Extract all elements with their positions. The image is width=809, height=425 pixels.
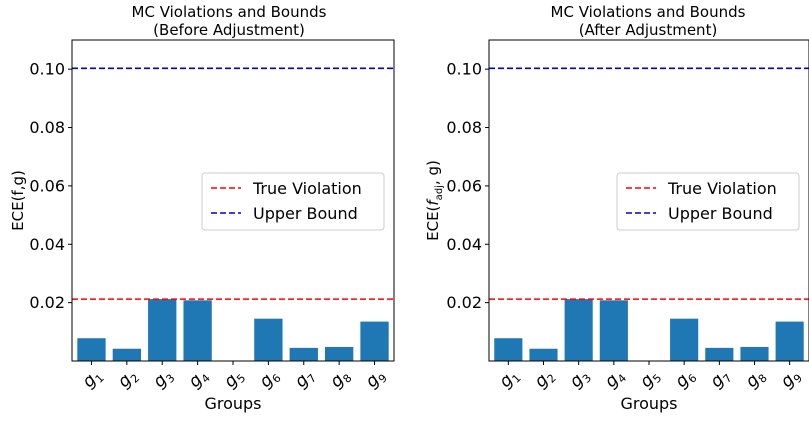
x-tick-label: g3	[566, 365, 594, 393]
bar-g9	[360, 321, 389, 361]
bar-g7	[705, 347, 734, 361]
y-tick-label: 0.10	[446, 60, 482, 79]
y-axis-label: ECE(fadj, g)	[424, 160, 445, 241]
chart-title: MC Violations and Bounds	[132, 3, 327, 21]
bar-g2	[112, 348, 141, 361]
y-tick-label: 0.08	[29, 118, 65, 137]
x-tick-label: g5	[636, 365, 664, 393]
y-tick-label: 0.02	[29, 293, 65, 312]
bar-g3	[564, 299, 593, 361]
x-tick-label: g9	[362, 365, 390, 393]
x-axis-label: Groups	[204, 394, 261, 413]
legend-label-2: Upper Bound	[668, 204, 773, 223]
legend-label-2: Upper Bound	[253, 204, 358, 223]
x-tick-label: g6	[256, 365, 284, 393]
bar-g9	[775, 321, 804, 361]
bar-g2	[529, 348, 558, 361]
legend-label-1: True Violation	[667, 179, 777, 198]
x-tick-label: g2	[531, 365, 559, 393]
chart-title: MC Violations and Bounds	[551, 3, 746, 21]
chart-panel-2: MC Violations and Bounds(After Adjustmen…	[424, 3, 809, 413]
bar-g4	[599, 300, 628, 361]
bar-g6	[254, 318, 283, 361]
x-axis-label: Groups	[620, 394, 677, 413]
legend-box	[201, 172, 385, 231]
x-tick-label: g4	[185, 365, 213, 393]
x-tick-label: g4	[601, 365, 629, 393]
x-tick-label: g8	[742, 365, 770, 393]
x-tick-label: g3	[149, 365, 177, 393]
chart-subtitle: (After Adjustment)	[579, 21, 718, 39]
y-tick-label: 0.06	[446, 176, 482, 195]
x-tick-label: g8	[326, 365, 354, 393]
y-tick-label: 0.02	[446, 293, 482, 312]
x-tick-label: g5	[220, 365, 248, 393]
y-tick-label: 0.04	[29, 235, 65, 254]
bar-g1	[77, 338, 106, 361]
x-tick-label: g7	[291, 365, 319, 393]
x-tick-label: g6	[671, 365, 699, 393]
bar-g6	[670, 318, 699, 361]
y-tick-label: 0.08	[446, 118, 482, 137]
x-tick-label: g1	[79, 365, 107, 393]
y-axis-label: ECE(f,g)	[9, 170, 27, 231]
bar-g4	[183, 300, 212, 361]
bar-g8	[325, 346, 354, 361]
x-tick-label: g9	[777, 365, 805, 393]
bar-g7	[289, 347, 318, 361]
x-tick-label: g1	[496, 365, 524, 393]
legend-label-1: True Violation	[252, 179, 362, 198]
x-tick-label: g2	[114, 365, 142, 393]
y-tick-label: 0.10	[29, 60, 65, 79]
chart-subtitle: (Before Adjustment)	[153, 21, 305, 39]
y-tick-label: 0.06	[29, 176, 65, 195]
bar-g1	[494, 338, 523, 361]
bar-g8	[740, 346, 769, 361]
y-tick-label: 0.04	[446, 235, 482, 254]
chart-panel-1: MC Violations and Bounds(Before Adjustme…	[9, 3, 395, 413]
legend-box	[616, 172, 800, 231]
x-tick-label: g7	[707, 365, 735, 393]
bar-g3	[148, 299, 177, 361]
